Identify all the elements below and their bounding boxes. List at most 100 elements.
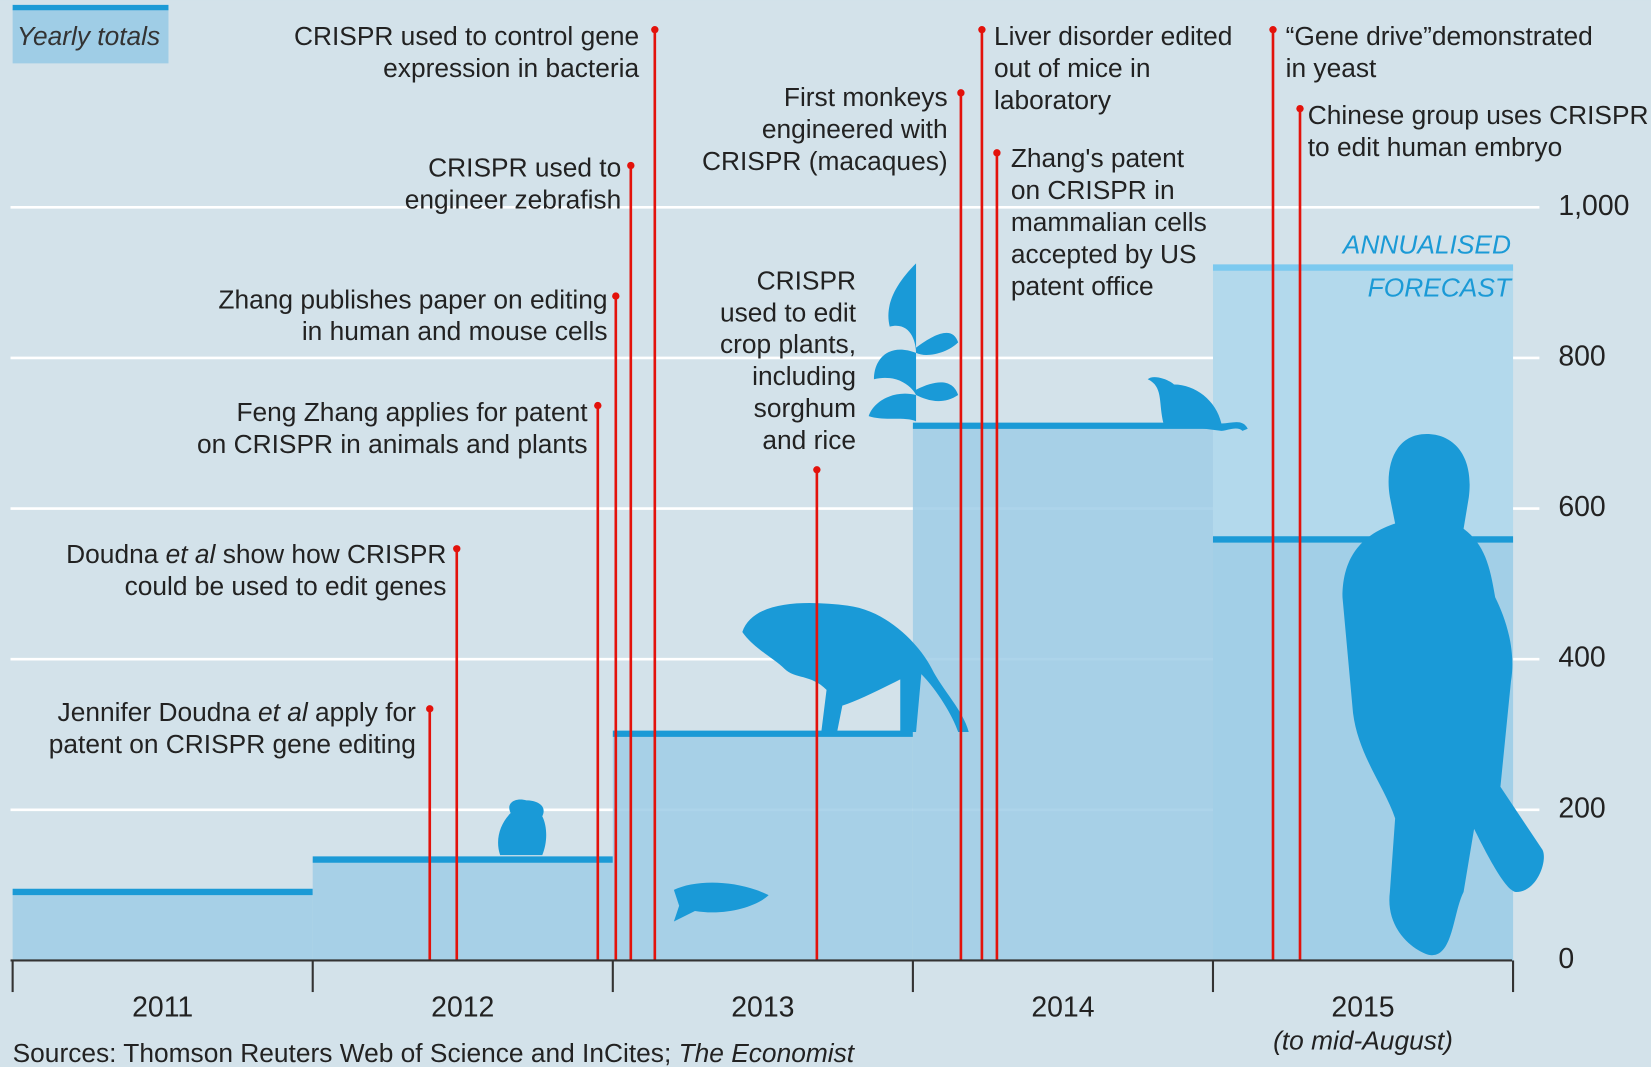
event-label-part: Liver disorder edited bbox=[994, 21, 1232, 51]
event-label-part: expression in bacteria bbox=[383, 53, 639, 83]
event-label-part: Jennifer Doudna bbox=[58, 697, 258, 727]
event-label-part: to edit human embryo bbox=[1308, 132, 1562, 162]
event-label-part: patent office bbox=[1011, 271, 1154, 301]
source-part: The Economist bbox=[679, 1038, 856, 1067]
forecast-label: FORECAST bbox=[1368, 273, 1513, 303]
legend-label: Yearly totals bbox=[17, 21, 160, 51]
event-label: laboratory bbox=[994, 85, 1112, 115]
event-label-part: could be used to edit genes bbox=[125, 571, 447, 601]
event-label-part: First monkeys bbox=[784, 82, 948, 112]
event-label: accepted by US bbox=[1011, 239, 1197, 269]
x-tick-label: 2015 bbox=[1331, 991, 1394, 1023]
event-label-part: accepted by US bbox=[1011, 239, 1197, 269]
event-label: used to edit bbox=[720, 297, 857, 327]
event-label: on CRISPR in bbox=[1011, 175, 1175, 205]
event-dot bbox=[813, 466, 820, 473]
event-label: crop plants, bbox=[720, 329, 856, 359]
event-label: “Gene drive”demonstrated bbox=[1286, 21, 1593, 51]
y-tick-label: 200 bbox=[1558, 792, 1605, 824]
event-dot bbox=[426, 705, 433, 712]
event-label-part: Doudna bbox=[66, 539, 165, 569]
event-dot bbox=[651, 26, 658, 33]
event-label: Feng Zhang applies for patent bbox=[236, 397, 588, 427]
bar bbox=[613, 734, 913, 961]
y-tick-label: 800 bbox=[1558, 340, 1605, 372]
event-dot bbox=[978, 26, 985, 33]
event-label: CRISPR bbox=[757, 265, 856, 295]
chart: 0 200 400 600 800 1,000 ANNUALISED FORECAST 2011… bbox=[0, 0, 1651, 1067]
event-label: Doudna et al show how CRISPR bbox=[66, 539, 446, 569]
event-label-part: apply for bbox=[308, 697, 416, 727]
event-label-part: CRISPR (macaques) bbox=[702, 146, 948, 176]
event-label-part: laboratory bbox=[994, 85, 1112, 115]
forecast-label: ANNUALISED bbox=[1341, 229, 1511, 259]
event-label: engineer zebrafish bbox=[405, 185, 622, 215]
event-label: out of mice in bbox=[994, 53, 1151, 83]
x-tick-label: 2012 bbox=[431, 991, 494, 1023]
event-label-part: out of mice in bbox=[994, 53, 1151, 83]
event-label: Liver disorder edited bbox=[994, 21, 1232, 51]
event-label: Zhang publishes paper on editing bbox=[218, 284, 607, 314]
x-tick-label: 2013 bbox=[731, 991, 794, 1023]
event-dot bbox=[1269, 26, 1276, 33]
event-label: CRISPR used to bbox=[428, 153, 621, 183]
event-label: to edit human embryo bbox=[1308, 132, 1562, 162]
event-label: and rice bbox=[762, 425, 856, 455]
x-tick-note: (to mid-August) bbox=[1273, 1026, 1453, 1056]
event-label: Jennifer Doudna et al apply for bbox=[58, 697, 417, 727]
event-label-part: in human and mouse cells bbox=[302, 316, 608, 346]
event-label-part: CRISPR bbox=[757, 265, 856, 295]
event-label-part: et al bbox=[166, 539, 217, 569]
event-label-part: mammalian cells bbox=[1011, 207, 1207, 237]
event-dot bbox=[993, 149, 1000, 156]
event-dot bbox=[957, 89, 964, 96]
event-label-part: Zhang publishes paper on editing bbox=[218, 284, 607, 314]
event-label: sorghum bbox=[754, 393, 856, 423]
event-dot bbox=[627, 162, 634, 169]
event-label: patent on CRISPR gene editing bbox=[49, 729, 416, 759]
event-dot bbox=[594, 402, 601, 409]
event-label-part: engineer zebrafish bbox=[405, 185, 622, 215]
event-label: engineered with bbox=[762, 114, 948, 144]
event-label-part: in yeast bbox=[1286, 53, 1377, 83]
event-label: mammalian cells bbox=[1011, 207, 1207, 237]
event-dot bbox=[1296, 105, 1303, 112]
event-label-part: on CRISPR in bbox=[1011, 175, 1175, 205]
event-label: CRISPR (macaques) bbox=[702, 146, 948, 176]
y-tick-label: 1,000 bbox=[1558, 190, 1629, 222]
event-label-part: CRISPR used to control gene bbox=[294, 21, 639, 51]
event-dot bbox=[612, 292, 619, 299]
page: {"chart_data": { "type": "step", "label"… bbox=[0, 0, 1651, 1067]
bar bbox=[913, 426, 1213, 961]
source: Sources: Thomson Reuters Web of Science … bbox=[13, 1038, 856, 1067]
event-label-part: Zhang's patent bbox=[1011, 143, 1185, 173]
event-label-part: sorghum bbox=[754, 393, 856, 423]
event-label-part: show how CRISPR bbox=[215, 539, 446, 569]
event-label: CRISPR used to control gene bbox=[294, 21, 639, 51]
event-label-part: Chinese group uses CRISPR bbox=[1308, 100, 1649, 130]
event-label: in human and mouse cells bbox=[302, 316, 608, 346]
event-label-part: CRISPR used to bbox=[428, 153, 621, 183]
event-label: expression in bacteria bbox=[383, 53, 639, 83]
event-label-part: engineered with bbox=[762, 114, 948, 144]
y-tick-label: 600 bbox=[1558, 491, 1605, 523]
event-label-part: and rice bbox=[762, 425, 856, 455]
bar bbox=[13, 892, 313, 961]
event-label: patent office bbox=[1011, 271, 1154, 301]
event-label-part: et al bbox=[258, 697, 309, 727]
event-label: could be used to edit genes bbox=[125, 571, 447, 601]
x-tick-label: 2011 bbox=[132, 991, 193, 1023]
event-label: on CRISPR in animals and plants bbox=[197, 429, 588, 459]
event-label-part: on CRISPR in animals and plants bbox=[197, 429, 588, 459]
event-label-part: used to edit bbox=[720, 297, 857, 327]
bar bbox=[313, 860, 613, 961]
event-label: First monkeys bbox=[784, 82, 948, 112]
y-tick-label: 0 bbox=[1558, 943, 1574, 975]
source-part: Sources: Thomson Reuters Web of Science … bbox=[13, 1038, 679, 1067]
event-label: including bbox=[752, 361, 856, 391]
event-label-part: patent on CRISPR gene editing bbox=[49, 729, 416, 759]
event-label: in yeast bbox=[1286, 53, 1377, 83]
y-tick-label: 400 bbox=[1558, 642, 1605, 674]
event-dot bbox=[453, 545, 460, 552]
event-label: Zhang's patent bbox=[1011, 143, 1185, 173]
